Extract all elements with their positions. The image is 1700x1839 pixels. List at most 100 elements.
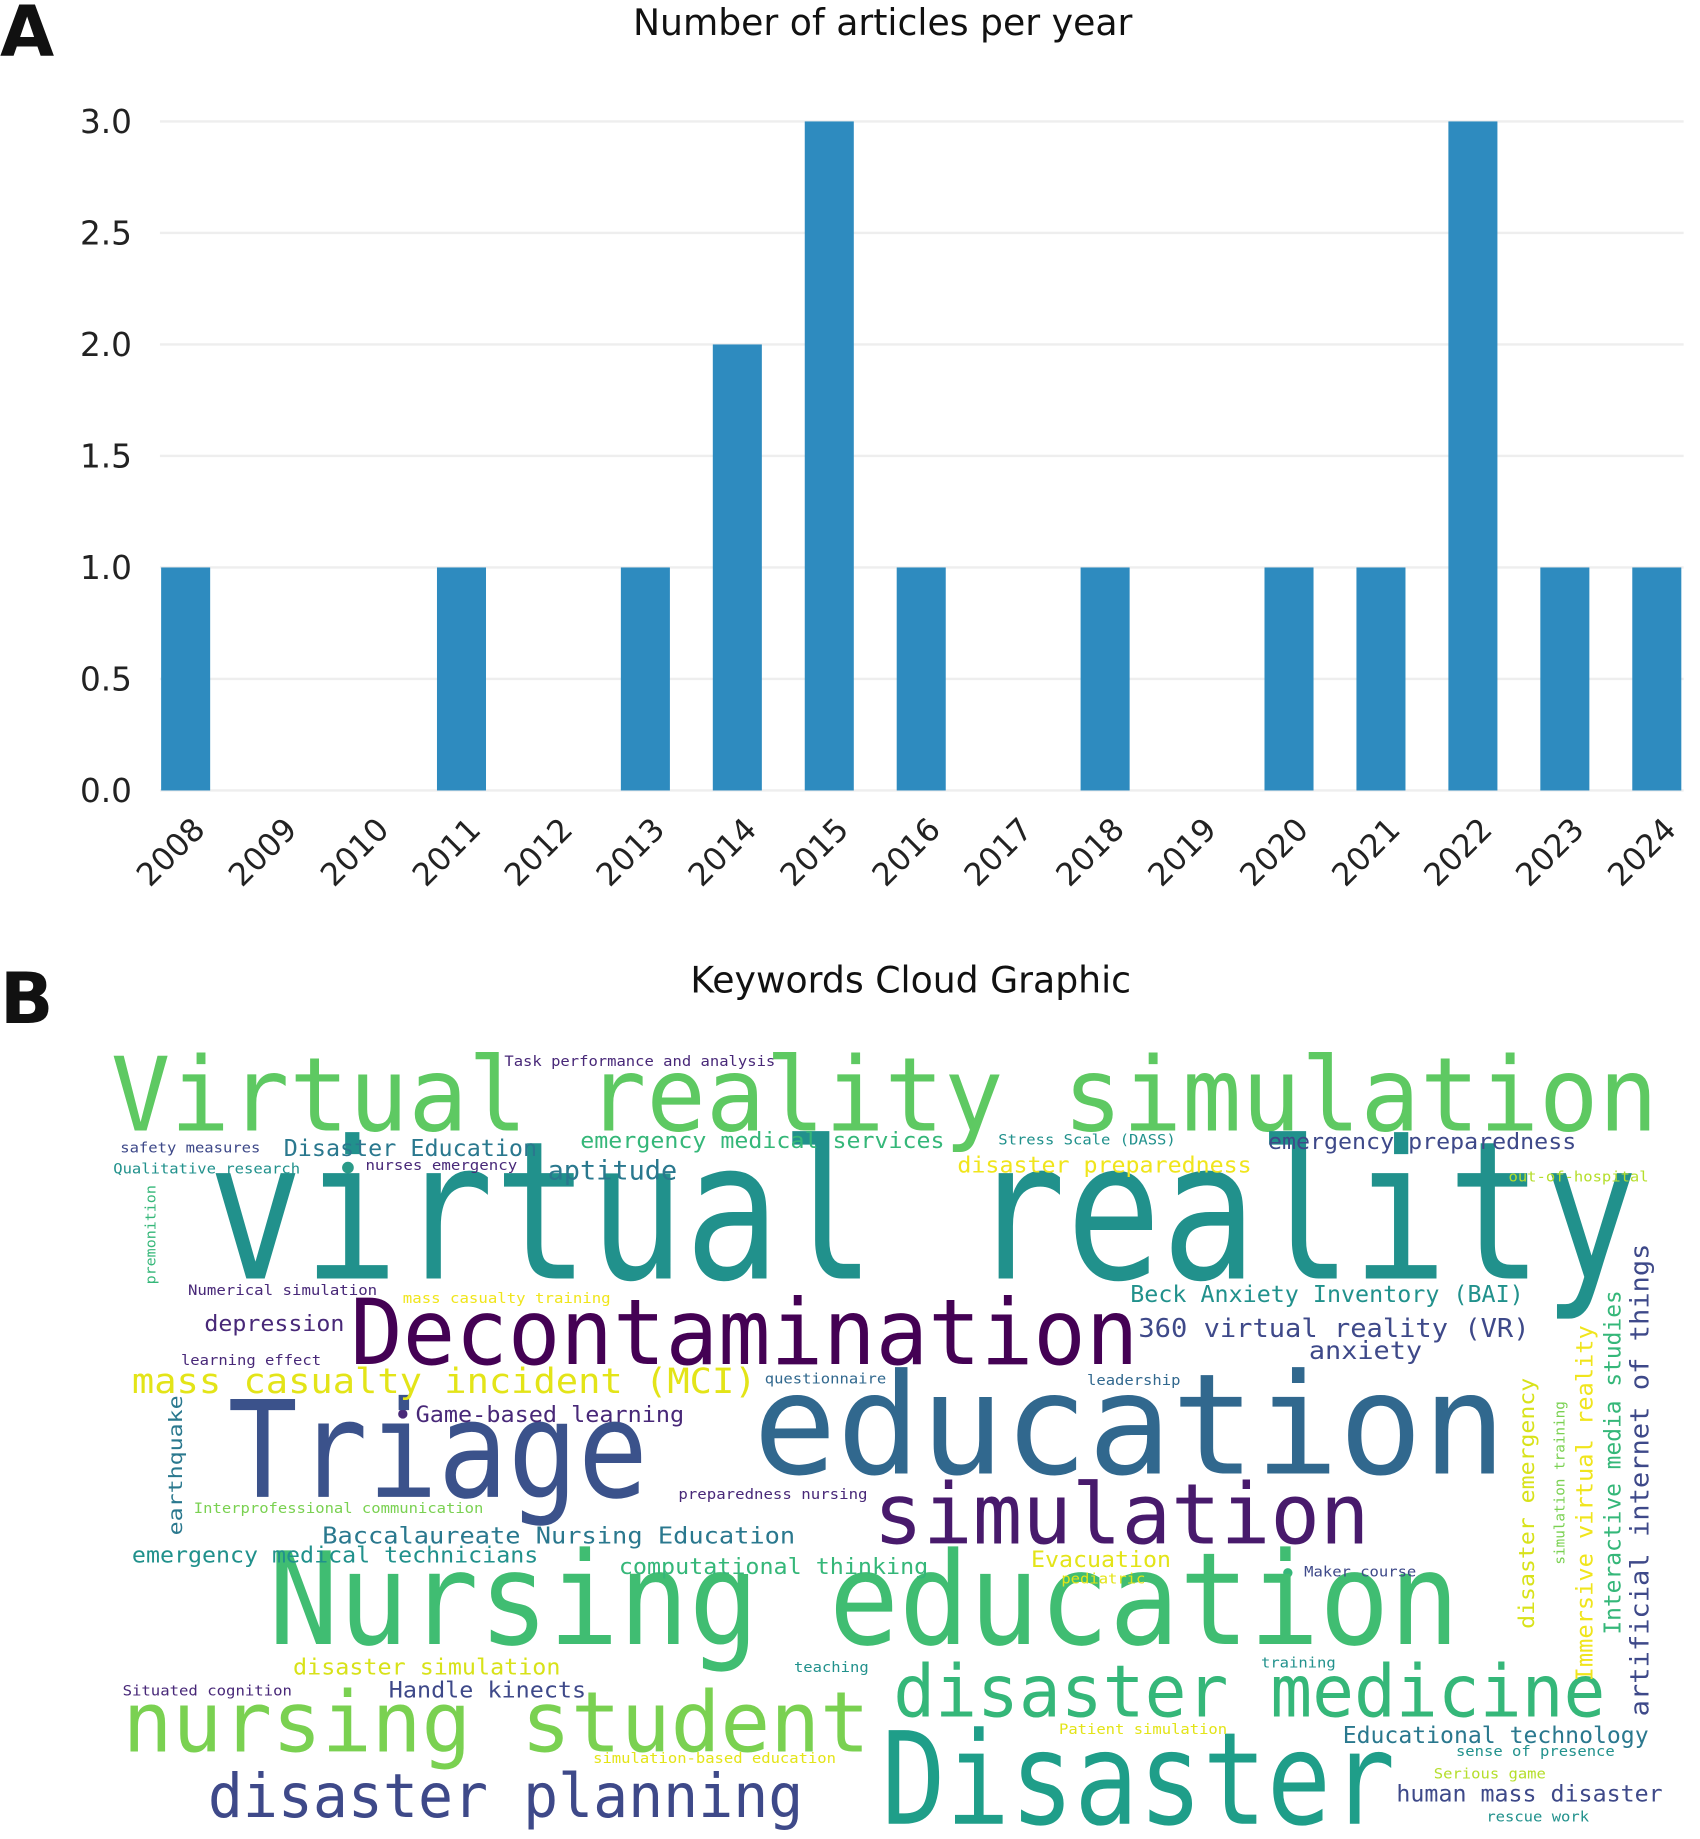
y-tick-label: 0.5 bbox=[80, 661, 132, 699]
bar bbox=[1356, 567, 1406, 791]
keyword: Decontamination bbox=[350, 1280, 1138, 1386]
keyword: safety measures bbox=[120, 1140, 260, 1156]
keyword: learning effect bbox=[181, 1353, 321, 1369]
keyword: depression bbox=[204, 1311, 344, 1337]
keyword: Handle kinects bbox=[389, 1678, 586, 1704]
bar bbox=[896, 567, 946, 791]
dot bbox=[398, 1409, 408, 1419]
keyword: Educational technology bbox=[1343, 1721, 1649, 1749]
keyword: Nursing education bbox=[269, 1526, 1460, 1675]
keyword: Qualitative research bbox=[113, 1161, 300, 1177]
y-tick-label: 1.0 bbox=[80, 549, 132, 587]
keyword: teaching bbox=[794, 1660, 869, 1676]
keyword: Triage bbox=[228, 1372, 648, 1529]
keyword: disaster preparedness bbox=[957, 1152, 1251, 1178]
keyword: emergency medical services bbox=[580, 1128, 944, 1154]
x-tick-label: 2023 bbox=[1509, 812, 1591, 894]
keyword: earthquake bbox=[166, 1395, 187, 1535]
x-tick-label: 2014 bbox=[682, 812, 764, 894]
y-tick-label: 0.0 bbox=[80, 772, 132, 810]
bar bbox=[620, 567, 670, 791]
x-tick-label: 2022 bbox=[1417, 812, 1499, 894]
x-tick-label: 2021 bbox=[1325, 812, 1407, 894]
keyword: Baccalaureate Nursing Education bbox=[322, 1522, 795, 1550]
keyword: emergency medical technicians bbox=[132, 1542, 538, 1568]
keyword: education bbox=[753, 1345, 1506, 1508]
keyword: Interactive media studies bbox=[1599, 1290, 1627, 1634]
x-tick-label: 2018 bbox=[1050, 812, 1132, 894]
keyword: nurses emergency bbox=[365, 1158, 517, 1174]
keyword: Stress Scale (DASS) bbox=[998, 1132, 1175, 1148]
keyword: simulation-based education bbox=[593, 1751, 836, 1767]
bar bbox=[1448, 121, 1498, 791]
keyword: Beck Anxiety Inventory (BAI) bbox=[1130, 1280, 1523, 1308]
x-tick-label: 2009 bbox=[222, 812, 304, 894]
keyword: emergency preparedness bbox=[1268, 1129, 1576, 1155]
keyword: disaster simulation bbox=[293, 1654, 560, 1680]
keyword: aptitude bbox=[548, 1155, 678, 1186]
keyword: mass casualty incident (MCI) bbox=[132, 1361, 757, 1402]
keyword: training bbox=[1261, 1655, 1336, 1671]
bar bbox=[712, 344, 762, 791]
keyword: nursing student bbox=[123, 1673, 870, 1771]
bar bbox=[1632, 567, 1682, 791]
keyword: simulation training bbox=[1553, 1401, 1569, 1564]
keyword: disaster emergency bbox=[1514, 1378, 1539, 1629]
keyword: simulation bbox=[873, 1466, 1369, 1564]
x-tick-label: 2012 bbox=[498, 812, 580, 894]
keyword: preparedness nursing bbox=[678, 1487, 867, 1503]
keyword: Patient simulation bbox=[1059, 1722, 1227, 1738]
keyword: artificial internet of things bbox=[1626, 1244, 1656, 1717]
y-tick-label: 1.5 bbox=[80, 438, 132, 476]
y-tick-label: 3.0 bbox=[80, 103, 132, 141]
bar bbox=[1540, 567, 1590, 791]
keyword: Task performance and analysis bbox=[504, 1054, 775, 1070]
keyword: Immersive virtual reality bbox=[1571, 1325, 1599, 1681]
keyword: Situated cognition bbox=[123, 1683, 292, 1699]
keyword: Evacuation bbox=[1031, 1547, 1171, 1573]
dot bbox=[342, 1161, 354, 1174]
x-tick-label: 2019 bbox=[1142, 812, 1224, 894]
x-tick-label: 2017 bbox=[958, 812, 1040, 894]
keyword: rescue work bbox=[1486, 1809, 1589, 1825]
x-tick-label: 2020 bbox=[1234, 812, 1316, 894]
x-tick-label: 2008 bbox=[130, 812, 212, 894]
keyword: premonition bbox=[143, 1185, 159, 1284]
keyword: virtual reality bbox=[208, 1101, 1638, 1325]
keyword: Disaster Education bbox=[284, 1134, 537, 1162]
panel-label: B bbox=[0, 958, 53, 1040]
keyword: anxiety bbox=[1309, 1336, 1422, 1365]
x-tick-label: 2024 bbox=[1601, 812, 1683, 894]
x-tick-label: 2013 bbox=[590, 812, 672, 894]
y-tick-label: 2.5 bbox=[80, 215, 132, 253]
bar bbox=[1264, 567, 1314, 791]
keyword: Numerical simulation bbox=[188, 1283, 377, 1299]
x-tick-label: 2016 bbox=[866, 812, 948, 894]
keyword: human mass disaster bbox=[1396, 1780, 1662, 1808]
bar bbox=[436, 567, 487, 791]
chart-title: Keywords Cloud Graphic bbox=[690, 958, 1131, 1001]
keyword: questionnaire bbox=[765, 1372, 886, 1388]
keyword: Interprofessional communication bbox=[194, 1501, 484, 1517]
keyword: Disaster bbox=[882, 1706, 1396, 1839]
keyword: pediatric bbox=[1061, 1571, 1145, 1587]
x-tick-label: 2010 bbox=[314, 812, 396, 894]
keyword: Virtual reality simulation bbox=[111, 1036, 1658, 1155]
bar bbox=[161, 567, 211, 791]
keyword: Maker course bbox=[1304, 1564, 1416, 1580]
keyword: mass casualty training bbox=[403, 1291, 611, 1307]
bar bbox=[1080, 567, 1130, 791]
chart-title: Number of articles per year bbox=[633, 1, 1133, 44]
keyword: disaster medicine bbox=[893, 1650, 1605, 1734]
bar bbox=[804, 121, 854, 791]
keyword: computational thinking bbox=[619, 1554, 928, 1580]
keyword: out-of-hospital bbox=[1509, 1170, 1649, 1186]
dot bbox=[1283, 1568, 1293, 1578]
keyword: leadership bbox=[1087, 1373, 1180, 1389]
keyword: sense of presence bbox=[1456, 1744, 1615, 1760]
keyword: Serious game bbox=[1434, 1766, 1546, 1782]
y-tick-label: 2.0 bbox=[80, 326, 132, 364]
keyword: disaster planning bbox=[208, 1762, 803, 1832]
